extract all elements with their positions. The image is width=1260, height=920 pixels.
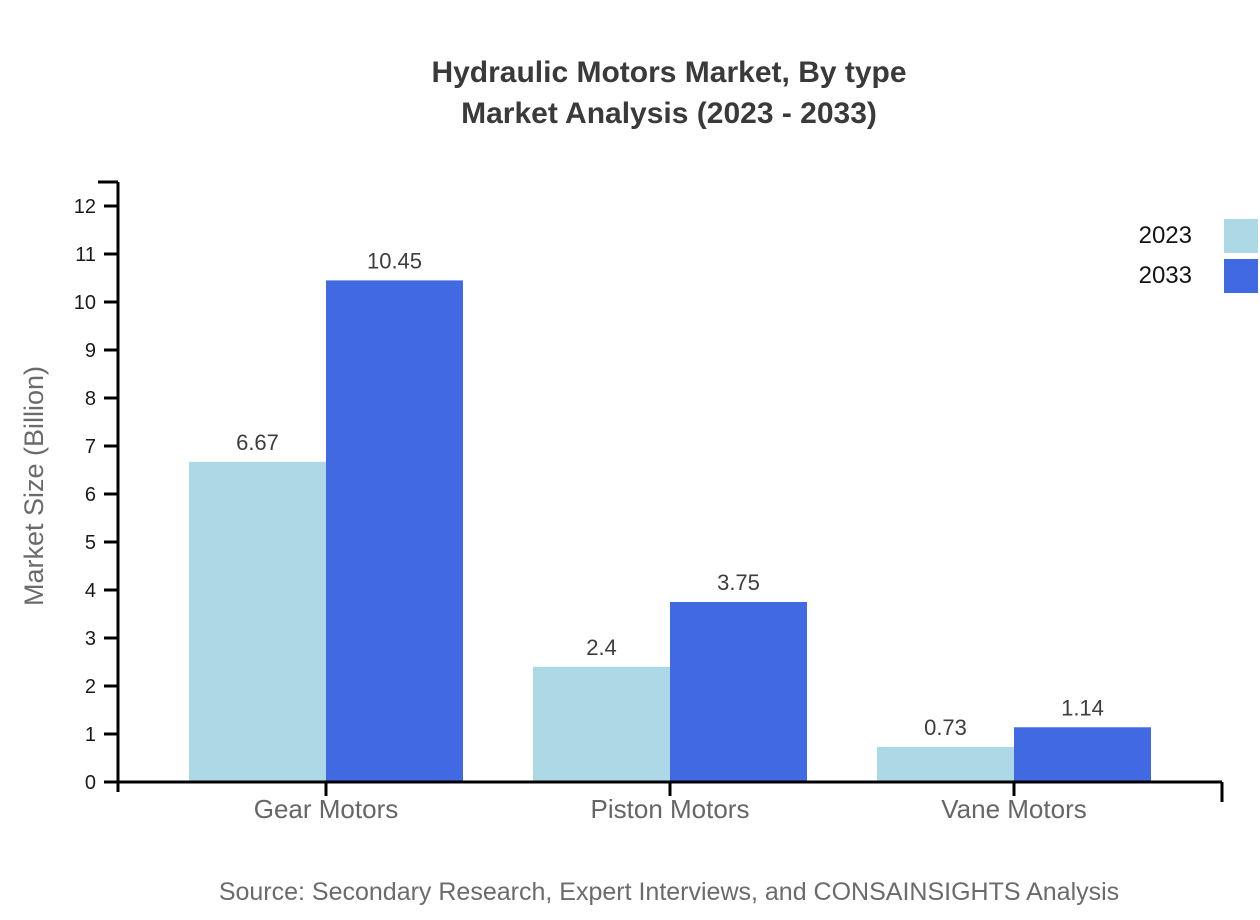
legend: 2023 2033: [1139, 219, 1260, 293]
value-label-2023-piston-motors: 2.4: [586, 635, 617, 660]
value-label-2033-piston-motors: 3.75: [717, 570, 760, 595]
legend-swatch-2023: [1224, 219, 1258, 253]
chart-title-line2: Market Analysis (2023 - 2033): [461, 97, 877, 130]
chart-title-line1: Hydraulic Motors Market, By type: [431, 56, 907, 89]
value-label-2023-gear-motors: 6.67: [236, 430, 279, 455]
y-tick-label-10: 10: [74, 292, 96, 314]
bar-2033-gear-motors: [326, 280, 463, 782]
value-label-2033-vane-motors: 1.14: [1061, 695, 1104, 720]
bar-2023-piston-motors: [533, 666, 670, 782]
source-attribution: Source: Secondary Research, Expert Inter…: [218, 878, 1120, 906]
legend-label-2033: 2033: [1138, 262, 1192, 289]
legend-label-2023: 2023: [1138, 222, 1192, 249]
y-tick-label-11: 11: [75, 244, 96, 266]
y-tick-label-7: 7: [85, 436, 96, 458]
y-tick-label-4: 4: [85, 580, 96, 602]
bar-2023-vane-motors: [877, 746, 1014, 782]
bar-2023-gear-motors: [189, 461, 326, 782]
y-tick-label-2: 2: [85, 676, 96, 698]
y-tick-label-9: 9: [85, 340, 96, 362]
x-category-label-piston-motors: Piston Motors: [591, 794, 750, 824]
bar-2033-piston-motors: [670, 602, 807, 782]
x-category-label-vane-motors: Vane Motors: [941, 794, 1086, 824]
value-label-2033-gear-motors: 10.45: [367, 248, 422, 273]
y-tick-label-0: 0: [85, 772, 96, 794]
legend-item-2033: 2033: [1139, 259, 1260, 293]
y-tick-label-3: 3: [85, 628, 96, 650]
x-category-label-gear-motors: Gear Motors: [254, 794, 399, 824]
legend-item-2023: 2023: [1139, 219, 1260, 253]
value-label-2023-vane-motors: 0.73: [924, 715, 967, 740]
bar-2033-vane-motors: [1014, 727, 1151, 782]
y-tick-label-12: 12: [74, 196, 96, 218]
y-tick-label-8: 8: [85, 388, 96, 410]
y-tick-label-1: 1: [85, 724, 96, 746]
chart-title: Hydraulic Motors Market, By type Market …: [78, 52, 1260, 134]
y-tick-label-6: 6: [85, 484, 96, 506]
y-tick-label-5: 5: [85, 532, 96, 554]
legend-swatch-2033: [1224, 259, 1258, 293]
